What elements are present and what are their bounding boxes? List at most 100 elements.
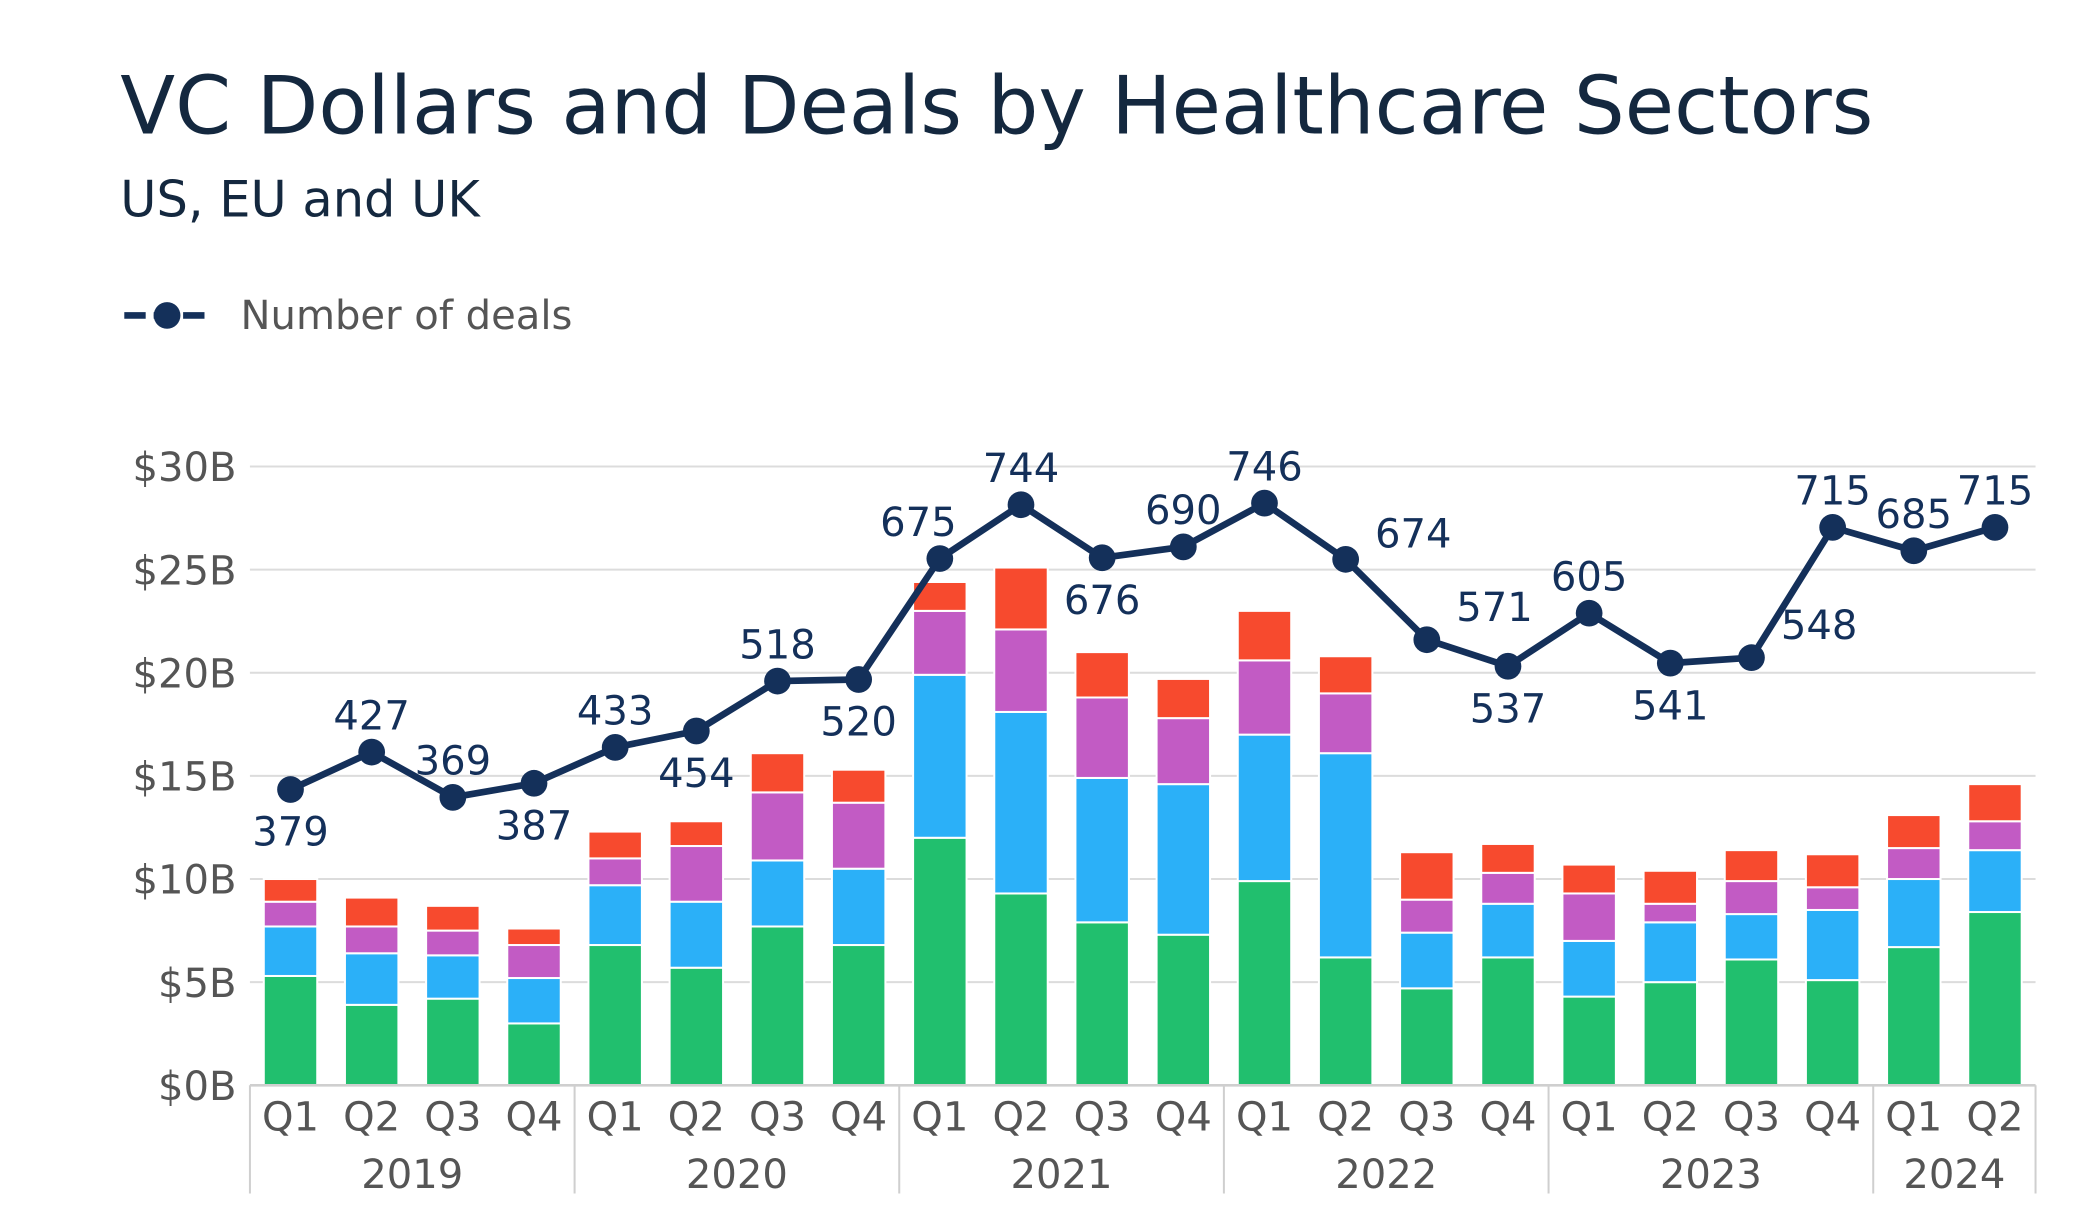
x-tick-quarter: Q3 (749, 1095, 806, 1141)
bar-segment (830, 768, 887, 804)
x-tick-year: 2020 (686, 1152, 788, 1198)
deals-line-path (289, 499, 1996, 801)
bar-segment (1317, 956, 1374, 1087)
bar-segment (506, 1022, 562, 1087)
x-tick-quarter: Q1 (587, 1095, 644, 1141)
chart-subtitle: US, EU and UK (120, 171, 481, 229)
bar-segment (993, 710, 1049, 895)
x-tick-quarter: Q2 (343, 1095, 400, 1141)
bar-segment (749, 925, 806, 1087)
deals-point (601, 734, 629, 761)
x-tick-quarter: Q1 (911, 1095, 968, 1141)
bar-segment (1967, 820, 2023, 852)
bar-segment (1155, 933, 1212, 1087)
x-tick-quarter: Q4 (1804, 1095, 1861, 1141)
bar-segment (993, 566, 1049, 631)
deals-point (439, 783, 467, 811)
deals-point (1332, 545, 1360, 573)
bar-segment (1886, 946, 1942, 1087)
bar-segment (1317, 752, 1374, 959)
deals-point (1656, 649, 1684, 677)
deals-data-label: 744 (983, 446, 1060, 492)
x-tick-quarter: Q2 (992, 1095, 1049, 1141)
deals-point (845, 666, 873, 693)
bar-segment (262, 900, 319, 928)
bar-segment (912, 836, 968, 1087)
legend-dot-marker (153, 302, 181, 329)
bar-segment (749, 791, 806, 862)
bar-segment (425, 997, 481, 1087)
deals-data-label: 548 (1781, 603, 1858, 649)
bar-segment (1723, 880, 1780, 916)
bar-segment (262, 974, 319, 1087)
bar-segment (1317, 692, 1374, 755)
deals-data-label: 715 (1794, 469, 1871, 515)
bar-segment (1155, 717, 1212, 786)
deals-point (358, 738, 386, 766)
bar-segment (830, 867, 887, 947)
bar-segment (587, 857, 643, 887)
deals-data-label: 369 (415, 739, 492, 785)
bar-segment (668, 820, 725, 848)
bar-segment (506, 944, 562, 980)
deals-point (277, 776, 304, 803)
bar-segment (1561, 995, 1617, 1087)
bar-segment (1723, 849, 1780, 883)
deals-point (1413, 626, 1441, 654)
bars (262, 566, 2023, 1087)
deals-point (1169, 533, 1197, 561)
bar-segment (749, 859, 806, 928)
deals-point (1738, 644, 1765, 672)
x-tick-quarter: Q4 (1155, 1095, 1212, 1141)
bar-segment (1886, 847, 1942, 881)
bar-segment (1886, 878, 1942, 949)
x-tick-quarter: Q4 (1479, 1095, 1536, 1141)
x-tick-quarter: Q3 (1074, 1095, 1131, 1141)
bar-segment (1967, 911, 2023, 1087)
bar-segment (830, 944, 887, 1087)
deals-point (926, 545, 954, 572)
bar-segment (425, 954, 481, 1000)
deals-point (1088, 544, 1116, 572)
legend: Number of deals (124, 293, 572, 339)
deals-data-label: 518 (739, 622, 816, 668)
bar-segment (993, 628, 1049, 713)
x-tick-year: 2021 (1011, 1152, 1113, 1198)
deals-data-label: 605 (1551, 554, 1628, 600)
bar-segment (1480, 871, 1536, 905)
deals-data-label: 676 (1064, 578, 1141, 624)
deals-data-label: 379 (252, 810, 329, 856)
x-tick-year: 2022 (1335, 1152, 1437, 1198)
bar-segment (1804, 853, 1861, 889)
deals-data-label: 746 (1226, 444, 1303, 490)
deals-data-label: 387 (496, 803, 572, 849)
deals-point (764, 667, 791, 695)
bar-segment (587, 830, 643, 860)
bar-segment (506, 977, 562, 1025)
bar-segment (1804, 886, 1861, 911)
x-tick-quarter: Q2 (1966, 1095, 2023, 1141)
bar-segment (1480, 902, 1536, 959)
y-tick-label: $25B (133, 548, 237, 594)
bar-segment (1723, 958, 1780, 1087)
x-tick-year: 2023 (1660, 1152, 1762, 1198)
bar-segment (343, 896, 400, 928)
bar-segment (1561, 939, 1617, 998)
deals-data-label: 690 (1145, 488, 1222, 534)
x-tick-quarter: Q1 (1236, 1095, 1293, 1141)
bar-segment (912, 609, 968, 676)
y-tick-label: $5B (158, 961, 237, 1007)
x-tick-year: 2024 (1903, 1152, 2005, 1198)
bar-segment (1967, 783, 2023, 823)
deals-point (520, 769, 548, 797)
bar-segment (1317, 655, 1374, 695)
bar-segment (1804, 908, 1861, 982)
bar-segment (1561, 892, 1617, 942)
x-tick-quarter: Q2 (1642, 1095, 1699, 1141)
x-axis: Q1 Q2 Q3 Q4 Q1 Q2 Q3 Q4 Q1 Q2 Q3 Q4 Q1 Q2 Q3 Q4 Q1 Q2 Q3 Q4… (248, 1083, 2037, 1198)
bar-segment (993, 892, 1049, 1087)
bar-segment (1723, 913, 1780, 961)
deals-data-label: 674 (1375, 511, 1452, 557)
x-tick-year: 2019 (361, 1152, 463, 1198)
